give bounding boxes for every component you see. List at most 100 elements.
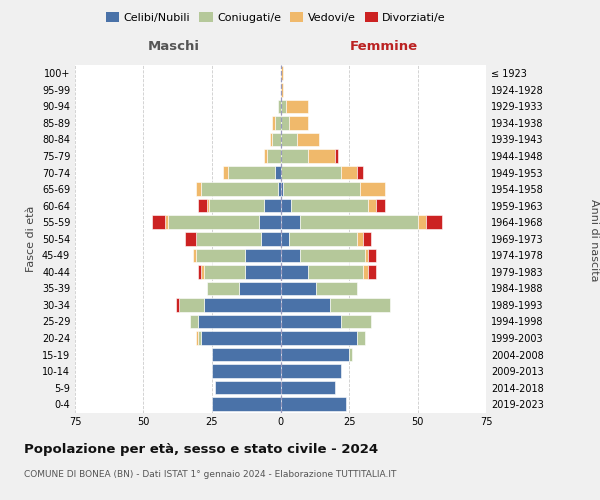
Bar [272, 132, 281, 146]
Bar [289, 116, 308, 130]
Bar [281, 232, 289, 245]
Bar [196, 248, 245, 262]
Bar [275, 116, 281, 130]
Bar [299, 216, 418, 229]
Bar [283, 182, 360, 196]
Bar [281, 216, 299, 229]
Bar [286, 100, 308, 113]
Bar [308, 265, 363, 278]
Bar [264, 149, 267, 163]
Bar [368, 199, 376, 212]
Bar [204, 265, 245, 278]
Y-axis label: Fasce di età: Fasce di età [26, 206, 36, 272]
Bar [281, 332, 357, 345]
Text: Femmine: Femmine [350, 40, 418, 52]
Bar [281, 282, 316, 295]
Bar [357, 166, 363, 179]
Bar [275, 166, 281, 179]
Bar [198, 314, 281, 328]
Bar [215, 381, 281, 394]
Bar [281, 100, 286, 113]
Bar [281, 348, 349, 362]
Bar [349, 348, 352, 362]
Bar [204, 298, 281, 312]
Bar [239, 282, 281, 295]
Bar [196, 332, 198, 345]
Bar [229, 166, 275, 179]
Bar [278, 100, 281, 113]
Bar [357, 332, 365, 345]
Bar [198, 265, 201, 278]
Bar [198, 332, 201, 345]
Bar [281, 265, 308, 278]
Bar [269, 132, 272, 146]
Bar [316, 282, 357, 295]
Bar [341, 166, 357, 179]
Bar [368, 265, 376, 278]
Bar [206, 199, 209, 212]
Bar [281, 314, 341, 328]
Bar [330, 298, 390, 312]
Bar [281, 83, 283, 96]
Bar [152, 216, 166, 229]
Bar [281, 166, 341, 179]
Bar [341, 314, 371, 328]
Bar [363, 232, 371, 245]
Bar [357, 232, 363, 245]
Bar [245, 248, 281, 262]
Bar [308, 149, 335, 163]
Bar [281, 149, 308, 163]
Bar [376, 199, 385, 212]
Bar [281, 132, 297, 146]
Bar [281, 248, 299, 262]
Bar [335, 149, 338, 163]
Bar [196, 232, 262, 245]
Bar [299, 248, 365, 262]
Bar [281, 199, 292, 212]
Bar [185, 232, 196, 245]
Bar [365, 248, 368, 262]
Bar [190, 314, 198, 328]
Bar [368, 248, 376, 262]
Bar [201, 332, 281, 345]
Bar [292, 199, 368, 212]
Bar [199, 199, 206, 212]
Bar [262, 232, 281, 245]
Bar [281, 364, 341, 378]
Bar [426, 216, 442, 229]
Bar [201, 182, 278, 196]
Bar [289, 232, 357, 245]
Bar [166, 216, 168, 229]
Bar [418, 216, 426, 229]
Bar [272, 116, 275, 130]
Bar [264, 199, 281, 212]
Bar [259, 216, 281, 229]
Bar [360, 182, 385, 196]
Bar [209, 199, 264, 212]
Bar [212, 348, 281, 362]
Bar [223, 166, 229, 179]
Bar [363, 265, 368, 278]
Bar [176, 298, 179, 312]
Bar [281, 182, 283, 196]
Bar [245, 265, 281, 278]
Bar [193, 248, 196, 262]
Bar [281, 66, 283, 80]
Bar [201, 265, 204, 278]
Bar [206, 282, 239, 295]
Text: COMUNE DI BONEA (BN) - Dati ISTAT 1° gennaio 2024 - Elaborazione TUTTITALIA.IT: COMUNE DI BONEA (BN) - Dati ISTAT 1° gen… [24, 470, 397, 479]
Legend: Celibi/Nubili, Coniugati/e, Vedovi/e, Divorziati/e: Celibi/Nubili, Coniugati/e, Vedovi/e, Di… [101, 8, 451, 28]
Bar [168, 216, 259, 229]
Bar [278, 182, 281, 196]
Text: Maschi: Maschi [148, 40, 200, 52]
Bar [281, 381, 335, 394]
Bar [212, 398, 281, 411]
Bar [196, 182, 201, 196]
Bar [212, 364, 281, 378]
Bar [179, 298, 204, 312]
Text: Anni di nascita: Anni di nascita [589, 198, 599, 281]
Text: Popolazione per età, sesso e stato civile - 2024: Popolazione per età, sesso e stato civil… [24, 442, 378, 456]
Bar [297, 132, 319, 146]
Bar [281, 116, 289, 130]
Bar [281, 398, 346, 411]
